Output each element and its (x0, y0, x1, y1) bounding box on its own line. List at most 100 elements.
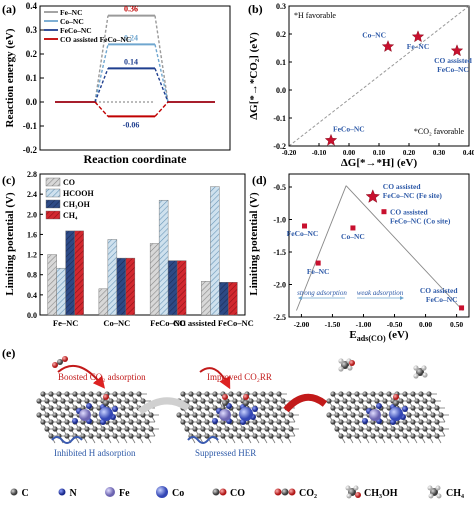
carbon-atom (220, 433, 226, 439)
carbon-atom (236, 433, 242, 439)
a-value-label: -0.06 (123, 120, 140, 129)
d-point-square (302, 223, 308, 229)
d-ytick-label: -2.5 (273, 313, 286, 322)
legend-e-icon (281, 488, 289, 496)
c-category-label: CO assisted FeCo–NC (173, 318, 254, 328)
carbon-atom (438, 412, 444, 418)
label-boosted-co2: Boosted CO₂ adsorption (58, 372, 146, 382)
carbon-atom (406, 426, 412, 432)
carbon-atom (268, 405, 274, 411)
carbon-atom (252, 419, 258, 425)
c-category-label: FeCo–NC (150, 318, 186, 328)
carbon-atom (128, 433, 134, 439)
carbon-atom (268, 391, 274, 397)
carbon-atom (100, 426, 106, 432)
c-bar (219, 282, 229, 316)
nitrogen-atom (112, 406, 118, 412)
c-ytick-label: 0.0 (27, 311, 37, 320)
carbon-atom (280, 398, 286, 404)
carbon-atom (112, 433, 118, 439)
carbon-atom (212, 391, 218, 397)
carbon-atom (200, 426, 206, 432)
panel-a-tag: (a) (2, 2, 16, 16)
d-point-label: Fe–NC (307, 267, 330, 276)
carbon-atom (232, 412, 238, 418)
a-ytick-label: 0.0 (26, 97, 38, 107)
carbon-atom (184, 426, 190, 432)
carbon-atom (386, 433, 392, 439)
d-ytick-label: -2.0 (273, 281, 286, 290)
carbon-atom (276, 405, 282, 411)
b-point-label: CO assisted (434, 56, 473, 65)
carbon-atom (354, 405, 360, 411)
d-xtick-label: -1.00 (356, 320, 372, 329)
carbon-atom (124, 398, 130, 404)
carbon-atom (68, 398, 74, 404)
carbon-atom (116, 412, 122, 418)
carbon-atom (342, 412, 348, 418)
carbon-atom (116, 398, 122, 404)
panel-a: (a) -0.2 -0.1 0.0 0.1 0.2 0.3 0.4 0.36 0.24 0.14… (2, 1, 231, 166)
c-legend-swatch (45, 199, 61, 209)
carbon-atom (382, 398, 388, 404)
a-rise (94, 15, 109, 103)
carbon-atom (200, 412, 206, 418)
carbon-atom (418, 405, 424, 411)
carbon-atom (434, 433, 440, 439)
c-bar (56, 267, 66, 316)
carbon-atom (120, 391, 126, 397)
carbon-atom (342, 398, 348, 404)
a-ytick-label: 0.4 (26, 1, 38, 11)
carbon-atom (374, 426, 380, 432)
carbon-atom (338, 391, 344, 397)
carbon-atom (330, 419, 336, 425)
carbon-atom (208, 398, 214, 404)
carbon-atom (192, 398, 198, 404)
carbon-atom (276, 391, 282, 397)
carbon-atom (60, 412, 66, 418)
carbon-atom (334, 426, 340, 432)
carbon-atom (394, 433, 400, 439)
b-ytick-label: -0.1 (273, 114, 286, 123)
carbon-atom (56, 391, 62, 397)
carbon-atom (68, 426, 74, 432)
carbon-atom (338, 405, 344, 411)
carbon-atom (264, 412, 270, 418)
co-oxygen (393, 394, 399, 400)
carbon-atom (268, 433, 274, 439)
arrow-step-1 (137, 397, 190, 415)
carbon-atom (80, 433, 86, 439)
carbon-atom (414, 398, 420, 404)
annot-h-favorable: *H favorable (294, 11, 336, 20)
carbon-atom (362, 433, 368, 439)
b-ytick-label: 0.3 (276, 2, 286, 11)
carbon-atom (76, 398, 82, 404)
a-value-label: 0.24 (124, 33, 138, 42)
carbon-atom (378, 433, 384, 439)
carbon-atom (232, 426, 238, 432)
b-ytick-label: 0.2 (276, 30, 286, 39)
d-point-label: FeCo–NC (Co site) (390, 217, 451, 226)
carbon-atom (136, 433, 142, 439)
label-improved-co2rr: Improved CO₂RR (207, 372, 272, 382)
legend-e-icon (346, 493, 352, 499)
panel-c-tag: (c) (2, 173, 15, 187)
c-ytick-label: 1.6 (27, 230, 37, 239)
cobalt-atom (99, 407, 113, 421)
carbon-atom (48, 433, 54, 439)
carbon-atom (64, 391, 70, 397)
carbon-atom (280, 412, 286, 418)
nitrogen-atom (252, 406, 258, 412)
axis-a-y: -0.2 -0.1 0.0 0.1 0.2 0.3 0.4 (23, 1, 44, 155)
carbon-atom (366, 398, 372, 404)
process-arrows (51, 364, 328, 444)
legend-e-label: N (70, 488, 78, 499)
d-xtick-label: 0.00 (419, 320, 432, 329)
d-point-square (315, 260, 321, 266)
a-value-label: 0.36 (124, 5, 138, 14)
carbon-atom (268, 419, 274, 425)
a-fall (154, 15, 169, 103)
legend-e-label: Fe (119, 488, 130, 499)
